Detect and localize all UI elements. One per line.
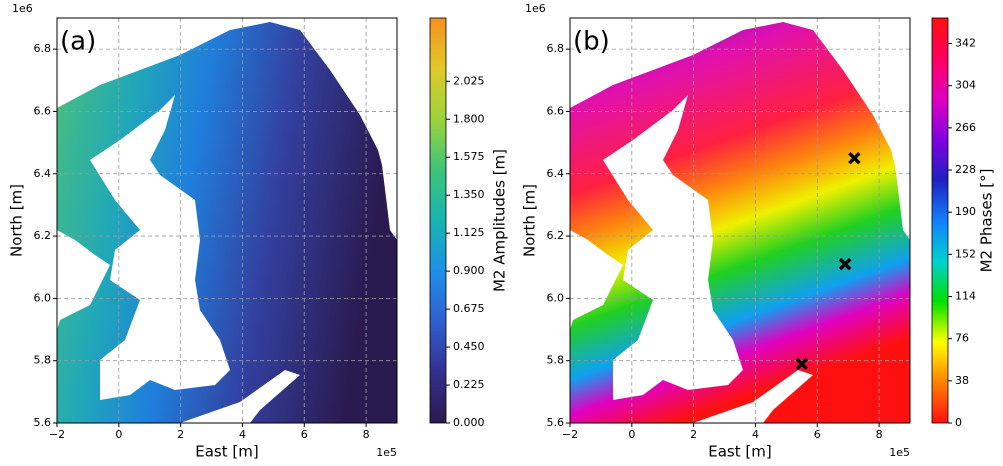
plot-frame xyxy=(569,17,911,424)
map-b xyxy=(570,18,910,423)
y-tick-label: 6.2 xyxy=(34,229,52,242)
colorbar-label: M2 Phases [°] xyxy=(978,169,996,273)
y-tick-label: 6.0 xyxy=(547,291,565,304)
x-tick-label: 6 xyxy=(814,428,821,441)
y-axis-label: North [m] xyxy=(521,184,539,257)
y-tick-label: 6.2 xyxy=(547,229,565,242)
colorbar-tick-label: 152 xyxy=(955,247,976,260)
colorbar xyxy=(429,17,447,424)
plot-frame xyxy=(56,17,398,424)
y-tick-label: 6.8 xyxy=(34,42,52,55)
y-offset-label: 1e6 xyxy=(12,2,33,15)
y-tick-label: 6.0 xyxy=(34,291,52,304)
colorbar-tick-label: 1.575 xyxy=(453,150,485,163)
x-tick-label: −2 xyxy=(562,428,578,441)
colorbar-tick-label: 0.000 xyxy=(453,416,485,429)
x-tick-label: 4 xyxy=(239,428,246,441)
x-tick-label: 6 xyxy=(301,428,308,441)
x-tick-label: −2 xyxy=(49,428,65,441)
colorbar-tick-label: 266 xyxy=(955,121,976,134)
x-axis-label: East [m] xyxy=(708,443,771,461)
y-tick-label: 5.6 xyxy=(34,416,52,429)
x-tick-label: 8 xyxy=(876,428,883,441)
x-axis-label: East [m] xyxy=(195,443,258,461)
y-axis-label: North [m] xyxy=(8,184,26,257)
colorbar-tick-label: 114 xyxy=(955,290,976,303)
colorbar-tick-label: 0.900 xyxy=(453,264,485,277)
colorbar-tick-label: 228 xyxy=(955,163,976,176)
panel-label: (b) xyxy=(573,27,610,57)
x-tick-label: 0 xyxy=(115,428,122,441)
y-tick-label: 6.4 xyxy=(547,167,565,180)
colorbar-tick-label: 342 xyxy=(955,37,976,50)
colorbar-tick-label: 1.800 xyxy=(453,112,485,125)
colorbar-tick-label: 0.450 xyxy=(453,340,485,353)
x-offset-label: 1e5 xyxy=(376,446,397,459)
colorbar-tick-label: 190 xyxy=(955,205,976,218)
x-tick-label: 4 xyxy=(752,428,759,441)
y-tick-label: 6.6 xyxy=(34,104,52,117)
marker xyxy=(848,151,861,165)
colorbar-label: M2 Amplitudes [m] xyxy=(491,149,509,292)
colorbar-tick-label: 76 xyxy=(955,332,969,345)
y-tick-label: 5.6 xyxy=(547,416,565,429)
x-tick-label: 8 xyxy=(363,428,370,441)
y-tick-label: 5.8 xyxy=(547,354,565,367)
y-tick-label: 6.8 xyxy=(547,42,565,55)
map-a xyxy=(57,18,397,423)
colorbar-tick-label: 0 xyxy=(955,416,962,429)
y-tick-label: 6.4 xyxy=(34,167,52,180)
x-offset-label: 1e5 xyxy=(889,446,910,459)
x-tick-label: 2 xyxy=(177,428,184,441)
marker xyxy=(838,257,852,271)
y-tick-label: 6.6 xyxy=(547,104,565,117)
colorbar-tick-label: 38 xyxy=(955,374,969,387)
panel-label: (a) xyxy=(60,27,96,57)
colorbar-tick-label: 0.675 xyxy=(453,302,485,315)
y-offset-label: 1e6 xyxy=(525,2,546,15)
y-tick-label: 5.8 xyxy=(34,354,52,367)
colorbar-tick-label: 1.350 xyxy=(453,188,485,201)
colorbar-tick-label: 1.125 xyxy=(453,226,485,239)
colorbar-tick-label: 0.225 xyxy=(453,378,485,391)
x-tick-label: 0 xyxy=(628,428,635,441)
colorbar xyxy=(931,17,949,424)
marker xyxy=(795,357,809,371)
colorbar-tick-label: 304 xyxy=(955,79,976,92)
colorbar-tick-label: 2.025 xyxy=(453,74,485,87)
x-tick-label: 2 xyxy=(690,428,697,441)
